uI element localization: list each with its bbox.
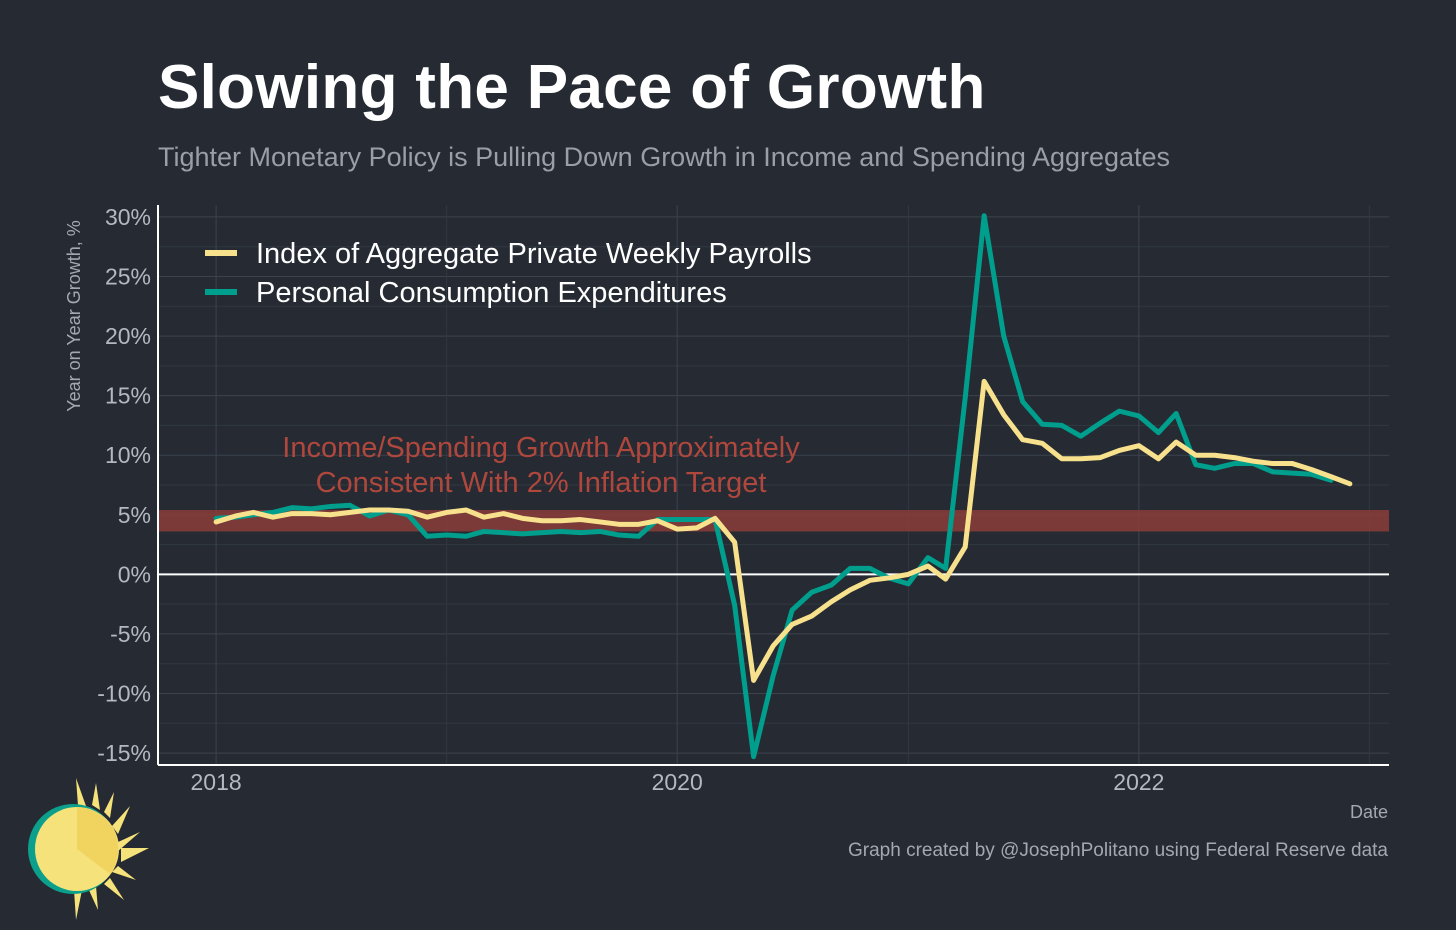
y-tick-label: 20% — [105, 323, 151, 349]
x-tick-label: 2018 — [191, 769, 242, 795]
y-tick-label: 10% — [105, 442, 151, 468]
legend-label: Index of Aggregate Private Weekly Payrol… — [256, 238, 812, 270]
legend-label: Personal Consumption Expenditures — [256, 277, 727, 309]
x-tick-label: 2020 — [652, 769, 703, 795]
series-line-payrolls — [213, 378, 1353, 683]
y-tick-label: 15% — [105, 383, 151, 409]
series-lines — [213, 213, 1353, 760]
band-annotation-line-2: Consistent With 2% Inflation Target — [316, 467, 767, 499]
y-tick-label: 30% — [105, 204, 151, 230]
x-tick-label: 2022 — [1113, 769, 1164, 795]
y-tick-labels: -15% -10% -5% 0% 5% 10% 15% 20% 25% 30% — [97, 204, 151, 766]
chart-subtitle: Tighter Monetary Policy is Pulling Down … — [158, 142, 1171, 172]
band-annotation: Income/Spending Growth Approximately Con… — [282, 432, 800, 499]
axes — [157, 205, 1389, 766]
y-tick-label: -15% — [97, 740, 151, 766]
source-caption: Graph created by @JosephPolitano using F… — [848, 840, 1388, 861]
sun-logo-icon — [28, 778, 149, 920]
y-tick-label: -5% — [110, 621, 151, 647]
legend: Index of Aggregate Private Weekly Payrol… — [205, 238, 812, 309]
chart-title: Slowing the Pace of Growth — [158, 53, 986, 122]
y-tick-label: 0% — [118, 561, 151, 587]
x-tick-labels: 2018 2020 2022 — [191, 769, 1165, 795]
y-tick-label: 25% — [105, 263, 151, 289]
band-annotation-line-1: Income/Spending Growth Approximately — [282, 432, 800, 464]
y-tick-label: 5% — [118, 502, 151, 528]
y-tick-label: -10% — [97, 681, 151, 707]
y-axis-title: Year on Year Growth, % — [64, 220, 84, 411]
x-axis-title: Date — [1350, 802, 1388, 822]
target-band — [158, 510, 1389, 532]
